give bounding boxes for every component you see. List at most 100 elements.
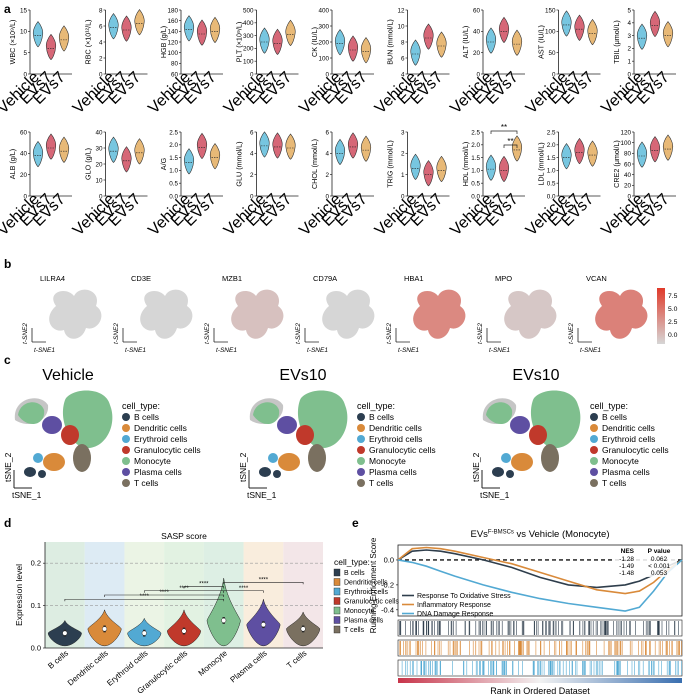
violin-4 xyxy=(206,578,241,647)
cluster-b-2 xyxy=(506,470,514,478)
plot-ylabel: WBC (×10⁹/L) xyxy=(8,20,17,65)
plot-tick-label: 0 xyxy=(250,71,254,78)
legend-label: Plasma cells xyxy=(134,467,182,477)
plot-violin xyxy=(209,16,221,43)
plot-tick-label: 4 xyxy=(401,71,405,78)
plot-ylabel: BUN (mmol/L) xyxy=(386,19,395,65)
plot-ylabel: CRE2 (μmol/L) xyxy=(612,140,621,188)
plot-tick-label: 60 xyxy=(624,161,632,168)
plot-tick-label: 2.0 xyxy=(471,142,480,149)
cluster-granulocytic xyxy=(61,425,79,445)
legend-dot xyxy=(122,468,130,476)
plot-tick-label: 120 xyxy=(167,39,178,46)
legend-dot xyxy=(357,479,365,487)
cluster-plasma xyxy=(510,416,530,434)
tsne-cloud xyxy=(49,289,102,339)
cluster-map-2: EVs10 tSNE_2 tSNE_1 cell_type:B cellsDendri… xyxy=(471,367,669,500)
cluster-plasma xyxy=(42,416,62,434)
cluster-title: EVs10 xyxy=(512,367,559,384)
plot-tick-label: 6 xyxy=(250,129,254,136)
legend-swatch xyxy=(333,597,341,605)
cluster-granulocytic xyxy=(529,425,547,445)
plot-violin xyxy=(485,154,497,181)
sig-label: **** xyxy=(259,577,269,583)
plot-tick-label: 15 xyxy=(20,7,28,14)
plot-violin xyxy=(285,133,296,160)
table-pvalue: 0.053 xyxy=(651,570,668,577)
sig-bracket xyxy=(223,581,304,585)
plot-violin xyxy=(561,143,572,170)
rug-frame xyxy=(397,619,683,637)
feature-title: CD3E xyxy=(131,274,151,283)
lab-plot-1: RBC (×10¹²/L)02468Vehicle7EVs7EVs7 xyxy=(70,7,148,117)
legend-dot xyxy=(590,468,598,476)
plot-violin xyxy=(58,25,70,52)
legend-label: Erythroid cells xyxy=(602,434,655,444)
legend-label: T cells xyxy=(602,478,626,488)
plot-violin xyxy=(436,155,447,183)
tsne-x-label: t-SNE1 xyxy=(125,347,146,354)
plot-tick-label: 2 xyxy=(325,172,329,179)
legend-dot xyxy=(357,435,365,443)
plot-tick-label: 2.0 xyxy=(169,142,178,149)
x-tick-label: B cells xyxy=(46,649,70,671)
legend-swatch xyxy=(333,578,341,586)
plot-tick-label: 100 xyxy=(243,59,254,66)
legend-label: Erythroid cells xyxy=(369,434,422,444)
plot-tick-label: 2 xyxy=(250,172,254,179)
panel-b-label: b xyxy=(4,257,11,271)
plot-tick-label: 1.0 xyxy=(169,168,178,175)
table-pvalue: < 0.001 xyxy=(648,563,670,570)
legend-swatch xyxy=(333,616,341,624)
plot-ylabel: ALT (IU/L) xyxy=(461,26,470,58)
plot-tick-label: 5 xyxy=(627,7,631,14)
tsne-cloud xyxy=(413,289,466,339)
legend-title: cell_type: xyxy=(122,401,160,411)
feature-map-mpo: MPO t-SNE2 t-SNE1 xyxy=(477,274,557,354)
sig-bracket xyxy=(64,598,225,602)
panel-e-gsea-plot: EVsF-BMSCs vs Vehicle (Monocyte) 0.0 -0.2 -… xyxy=(369,529,683,696)
plot-violin xyxy=(561,10,572,37)
plot-ylabel: AST (IU/L) xyxy=(537,25,546,59)
table-nes: -1.48 xyxy=(619,570,634,577)
tsne-x-label: t-SNE1 xyxy=(398,347,419,354)
cluster-monocyte-2 xyxy=(486,402,513,425)
plot-violin xyxy=(662,134,674,161)
plot-tick-label: 0 xyxy=(325,71,329,78)
plot-tick-label: 1 xyxy=(401,172,405,179)
y-tick-label: 0.1 xyxy=(31,601,41,610)
cluster-erythroid xyxy=(501,453,511,463)
plot-tick-label: 2.0 xyxy=(547,142,556,149)
cluster-b-2 xyxy=(273,470,281,478)
feature-title: CD79A xyxy=(313,274,337,283)
feature-title: MPO xyxy=(495,274,512,283)
legend-label: Granulocytic cells xyxy=(134,445,201,455)
sig-label: **** xyxy=(199,582,209,588)
table-header: P value xyxy=(648,548,671,555)
cluster-y-label: tSNE_2 xyxy=(238,452,248,482)
cluster-monocyte-2 xyxy=(253,402,280,425)
plot-violin xyxy=(360,135,372,162)
legend-dot xyxy=(357,468,365,476)
legend-label: Granulocytic cells xyxy=(602,445,669,455)
cluster-axis xyxy=(481,470,500,489)
tsne-y-label: t-SNE2 xyxy=(386,323,393,344)
plot-group-label: EVs7 xyxy=(30,69,69,108)
plot-ylabel: PLT (×10⁹/L) xyxy=(235,22,244,63)
cluster-erythroid xyxy=(33,453,43,463)
plot-violin xyxy=(574,137,585,165)
violin-median xyxy=(102,626,108,632)
legend-dot xyxy=(122,435,130,443)
expression-overlay xyxy=(413,289,466,339)
cluster-x-label: tSNE_1 xyxy=(12,490,42,500)
lab-plot-2: HGB (g/L)6080100120140160180Vehicle7EVs7… xyxy=(145,7,223,117)
plot-violin xyxy=(58,136,70,163)
plot-tick-label: 0 xyxy=(627,193,631,200)
x-tick-label: Dendritic cells xyxy=(66,649,110,688)
plot-violin xyxy=(272,132,283,159)
plot-tick-label: 2.5 xyxy=(169,129,178,136)
plot-violin xyxy=(334,138,346,165)
tsne-x-label: t-SNE1 xyxy=(216,347,237,354)
panel-b-feature-maps: LILRA4 t-SNE2 t-SNE1 CD3E t-SNE2 t-SNE1 MZB1 t-… xyxy=(22,274,678,354)
